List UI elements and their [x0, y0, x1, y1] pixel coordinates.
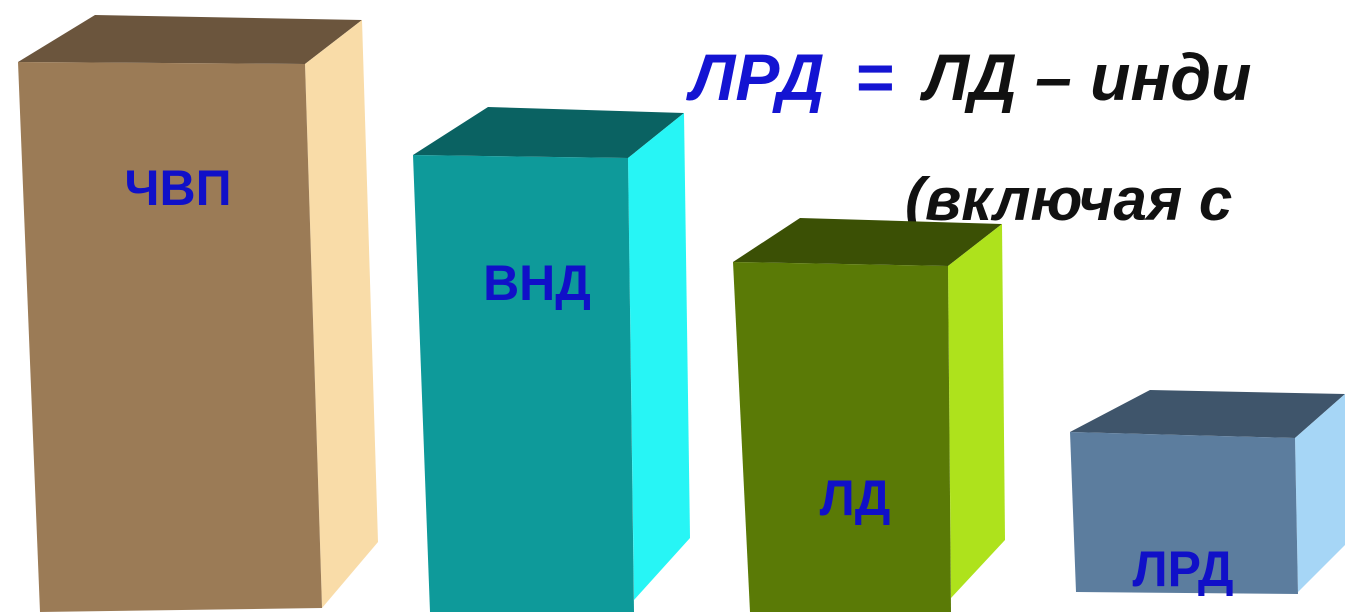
bar-vnd-front: [413, 155, 634, 612]
formula-lhs: ЛРД: [686, 40, 825, 114]
bar-vnd: ВНД: [413, 107, 690, 612]
bar-vnd-top: [413, 107, 684, 158]
bar-ld-top: [733, 218, 1002, 266]
bar-ld-front: [733, 262, 951, 612]
bar-lrd-top: [1070, 390, 1345, 438]
bar-chvp-side: [305, 20, 378, 608]
bar-ld-label: ЛД: [820, 470, 891, 526]
formula-rhs: ЛД – инди: [920, 40, 1252, 114]
bar-ld-side: [948, 224, 1005, 598]
bar-lrd: ЛРД: [1070, 390, 1345, 597]
formula-line-1: ЛРД = ЛД – инди: [686, 40, 1251, 114]
formula-line-2: (включая с: [905, 166, 1232, 233]
bar-chvp: ЧВП: [18, 15, 378, 612]
bar-chvp-top: [18, 15, 362, 64]
bar-lrd-label: ЛРД: [1133, 541, 1234, 597]
bar-chvp-label: ЧВП: [124, 160, 231, 216]
bar-vnd-side: [628, 113, 690, 600]
bar-lrd-side: [1295, 394, 1345, 592]
bar-lrd-front: [1070, 432, 1298, 594]
bar-ld: ЛД: [733, 218, 1005, 612]
bar-vnd-label: ВНД: [483, 255, 591, 311]
formula-equals: =: [855, 40, 894, 114]
bar-chvp-front: [18, 62, 322, 612]
